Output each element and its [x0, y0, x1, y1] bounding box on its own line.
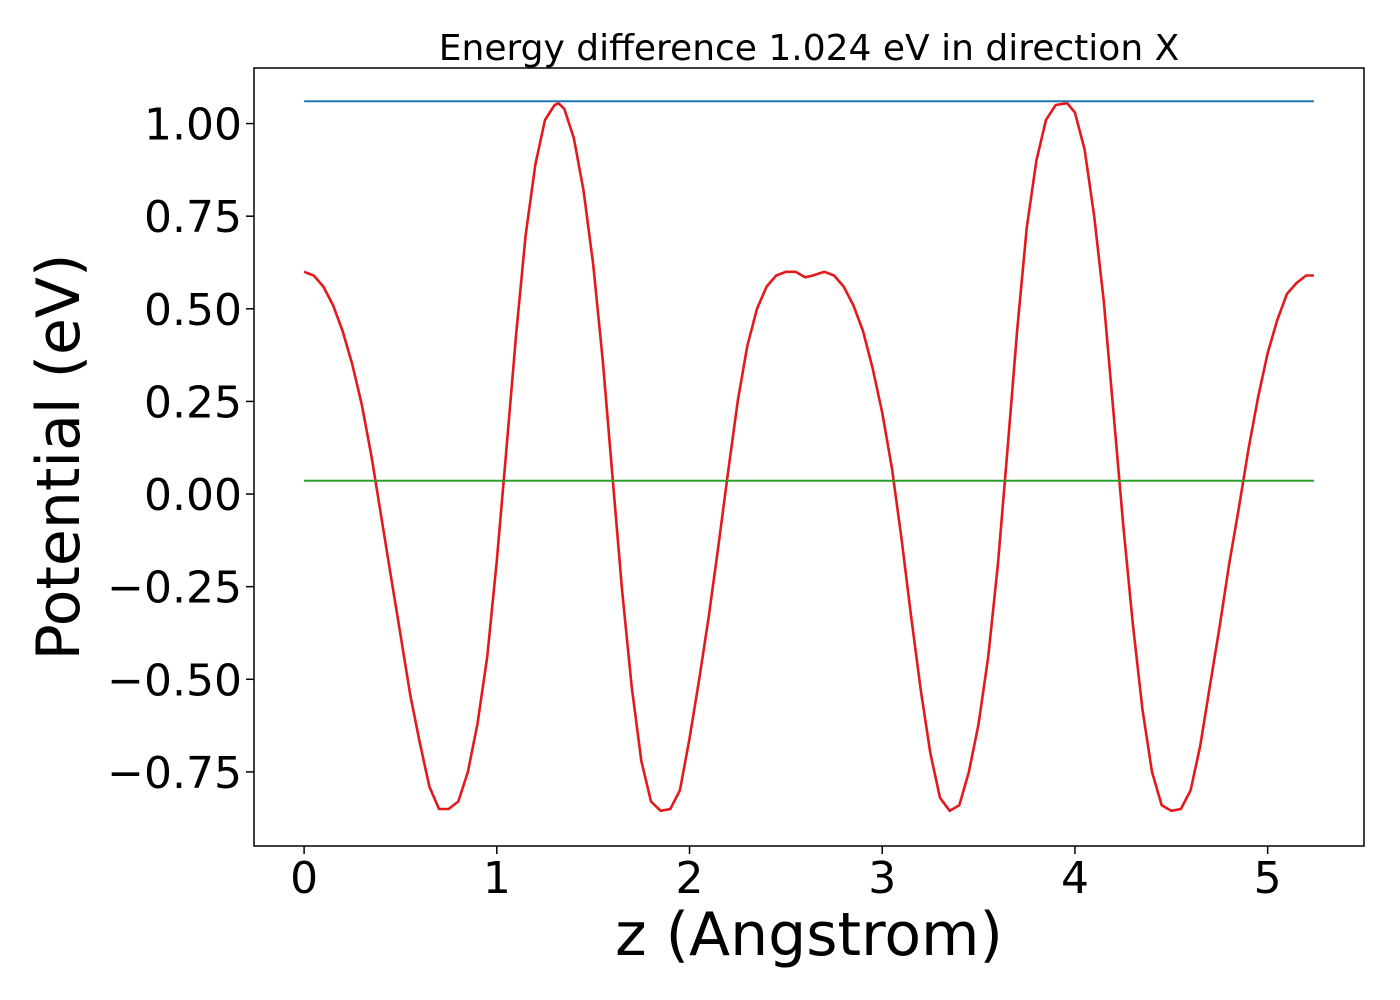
- x-tick-label: 3: [868, 853, 896, 904]
- y-tick-label: 0.50: [144, 285, 242, 336]
- x-axis-label: z (Angstrom): [615, 900, 1003, 970]
- y-tick-label: 0.75: [144, 192, 242, 243]
- x-axis: 0 1 2 3 4 5: [290, 846, 1282, 904]
- x-tick-label: 0: [290, 853, 318, 904]
- x-tick-label: 5: [1254, 853, 1282, 904]
- plot-area-frame: [253, 67, 1365, 847]
- y-axis-label: Potential (eV): [24, 254, 94, 661]
- y-tick-label: 0.25: [144, 377, 242, 428]
- y-tick-label: −0.25: [107, 563, 242, 614]
- x-tick-label: 4: [1061, 853, 1089, 904]
- y-tick-label: 1.00: [144, 100, 242, 151]
- x-tick-label: 2: [676, 853, 704, 904]
- potential-curve: [303, 101, 1314, 813]
- y-axis: −0.75 −0.50 −0.25 0.00 0.25 0.50 0.75 1.00: [107, 100, 254, 799]
- y-tick-label: −0.75: [107, 748, 242, 799]
- series-layer: [303, 100, 1314, 813]
- chart-title: Energy difference 1.024 eV in direction …: [439, 28, 1180, 69]
- x-tick-label: 1: [483, 853, 511, 904]
- y-tick-label: −0.50: [107, 655, 242, 706]
- y-tick-label: 0.00: [144, 470, 242, 521]
